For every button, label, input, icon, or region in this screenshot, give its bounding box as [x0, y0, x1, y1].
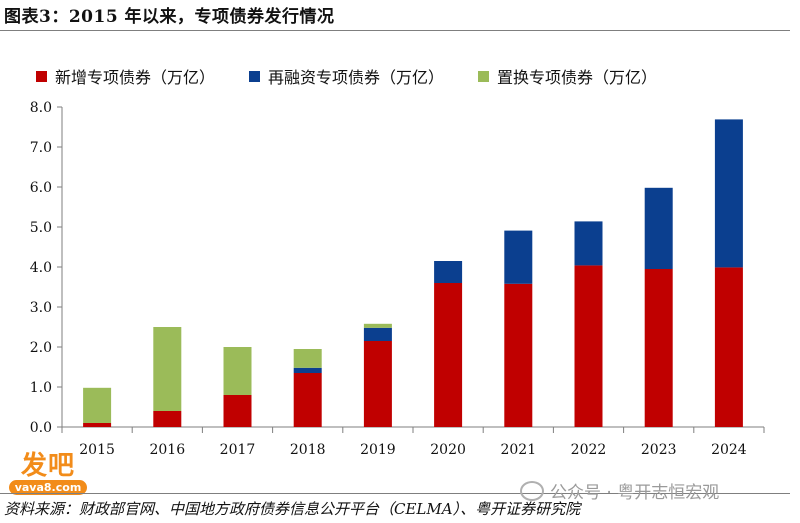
bar-new-2022: [574, 265, 603, 427]
legend-label-refinance: 再融资专项债券（万亿）: [268, 68, 445, 87]
x-tick-label: 2017: [220, 442, 256, 458]
y-tick-label: 3.0: [30, 300, 52, 316]
wechat-icon: [520, 480, 544, 501]
watermark-logo-text: 发吧: [20, 451, 75, 481]
bar-refinance-2022: [574, 221, 603, 266]
source-note: 资料来源：财政部官网、中国地方政府债券信息公开平台（CELMA）、粤开证券研究院: [4, 500, 581, 518]
y-tick-label: 7.0: [30, 140, 52, 156]
x-tick-label: 2024: [711, 442, 747, 458]
bar-refinance-2023: [644, 187, 673, 269]
chart-title: 图表3：2015 年以来，专项债券发行情况: [4, 7, 335, 27]
y-tick-label: 2.0: [30, 340, 52, 356]
x-tick-label: 2018: [290, 442, 326, 458]
y-tick-label: 0.0: [30, 420, 52, 436]
x-tick-label: 2015: [79, 442, 115, 458]
x-tick-label: 2019: [360, 442, 396, 458]
x-tick-label: 2022: [571, 442, 607, 458]
bar-replace-2018: [293, 349, 322, 368]
vava8-watermark: 发吧 vava8.com: [2, 452, 94, 498]
legend-item-refinance: 再融资专项债券（万亿）: [249, 64, 444, 88]
legend-label-replace: 置换专项债券（万亿）: [497, 68, 658, 87]
x-tick-label: 2021: [500, 442, 536, 458]
x-tick-label: 2016: [149, 442, 185, 458]
y-tick-label: 1.0: [30, 380, 52, 396]
bar-refinance-2021: [504, 230, 533, 284]
bar-replace-2015: [83, 387, 112, 423]
bar-new-2020: [434, 283, 463, 427]
wechat-watermark: 公众号 · 粤开志恒宏观: [520, 478, 719, 503]
title-divider: [0, 30, 790, 31]
x-tick-label: 2020: [430, 442, 466, 458]
watermark-url: vava8.com: [8, 480, 88, 495]
legend: 新增专项债券（万亿） 再融资专项债券（万亿） 置换专项债券（万亿）: [36, 64, 657, 88]
legend-swatch-new: [36, 70, 47, 82]
bar-new-2023: [644, 269, 673, 427]
wechat-watermark-text: 公众号 · 粤开志恒宏观: [550, 483, 720, 503]
legend-swatch-refinance: [249, 70, 261, 82]
y-tick-label: 5.0: [30, 220, 52, 236]
bar-new-2015: [83, 423, 112, 427]
bar-new-2019: [363, 341, 392, 427]
x-tick-label: 2023: [641, 442, 677, 458]
y-tick-label: 8.0: [30, 100, 52, 116]
bar-new-2018: [293, 373, 322, 427]
y-tick-label: 4.0: [30, 260, 52, 276]
y-tick-label: 6.0: [30, 180, 52, 196]
legend-item-new: 新增专项债券（万亿）: [36, 64, 215, 88]
source-divider: [0, 493, 790, 494]
legend-swatch-replace: [478, 70, 490, 82]
bar-new-2024: [714, 267, 743, 427]
bar-refinance-2020: [434, 261, 463, 283]
bar-refinance-2018: [293, 367, 322, 373]
bar-new-2016: [153, 411, 182, 427]
bar-replace-2017: [223, 347, 252, 395]
bar-replace-2019: [363, 323, 392, 328]
legend-item-replace: 置换专项债券（万亿）: [478, 64, 657, 88]
bar-refinance-2019: [363, 327, 392, 341]
bar-new-2021: [504, 283, 533, 427]
bar-new-2017: [223, 395, 252, 427]
bar-refinance-2024: [714, 119, 743, 268]
bar-replace-2016: [153, 327, 182, 411]
legend-label-new: 新增专项债券（万亿）: [55, 68, 216, 87]
